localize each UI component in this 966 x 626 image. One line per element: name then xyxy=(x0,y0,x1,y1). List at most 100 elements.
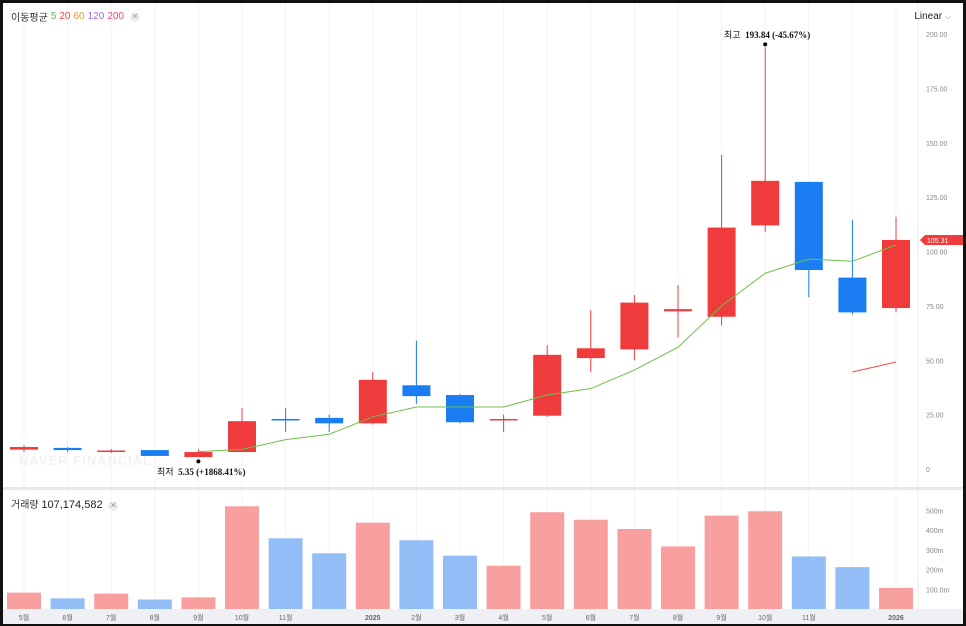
volume-bar xyxy=(225,506,259,609)
volume-bar xyxy=(94,593,129,609)
ma5-line xyxy=(198,244,897,453)
low-marker xyxy=(196,459,201,464)
y-tick-label: 0 xyxy=(926,467,930,474)
candle-body xyxy=(838,277,867,313)
candle-body xyxy=(97,450,126,453)
low-annotation: 최저 5.35 (+1868.41%) xyxy=(157,465,245,478)
x-tick-label: 4월 xyxy=(498,613,508,622)
volume-bar xyxy=(181,597,216,609)
volume-label: 거래량 xyxy=(11,500,39,511)
y-tick-label: 75.00 xyxy=(926,304,944,311)
volume-bar xyxy=(704,515,739,609)
candle-body xyxy=(315,417,344,424)
y-tick-label: 125.00 xyxy=(926,195,948,202)
high-marker xyxy=(763,42,768,47)
candle-body xyxy=(664,309,692,312)
y-tick-label: 175.00 xyxy=(926,86,948,93)
y-tick-label: 200.00 xyxy=(926,32,948,39)
x-tick-label: 8월 xyxy=(150,613,160,622)
x-tick-label: 6월 xyxy=(586,613,596,622)
x-tick-label: 5월 xyxy=(19,613,29,622)
volume-bar xyxy=(791,556,826,609)
candle-body xyxy=(882,239,910,309)
volume-bar xyxy=(443,555,477,609)
ma-period-20[interactable]: 20 xyxy=(59,11,71,22)
ma20-line xyxy=(852,361,897,373)
volume-bar xyxy=(486,565,521,609)
volume-bar xyxy=(399,540,434,609)
x-tick-label: 11월 xyxy=(279,613,293,622)
volume-tick-label: 500m xyxy=(926,508,944,515)
volume-bar xyxy=(617,529,652,609)
x-tick-label: 6월 xyxy=(62,613,72,622)
volume-tick-label: 100.0m xyxy=(926,587,950,594)
x-tick-label: 10월 xyxy=(758,613,772,622)
ma-label: 이동평균 xyxy=(11,13,48,24)
volume-bar xyxy=(312,553,347,609)
high-value: 193.84 (-45.67%) xyxy=(745,30,811,40)
close-ma-icon[interactable]: ✕ xyxy=(130,11,140,22)
y-tick-label: 50.00 xyxy=(926,358,944,365)
volume-bar xyxy=(355,522,390,609)
volume-bar xyxy=(835,567,870,609)
ma-legend: 이동평균 5 20 60 120 200 ✕ xyxy=(11,9,140,24)
close-volume-icon[interactable]: ✕ xyxy=(108,501,119,511)
candle-body xyxy=(707,227,736,317)
candle-body xyxy=(620,302,649,350)
chart-canvas[interactable]: 0 25.00 50.00 75.00 100.00 125.00 150.00 175.00… xyxy=(3,3,963,624)
x-tick-label: 11월 xyxy=(802,613,816,622)
x-tick-label: 2025 xyxy=(365,615,381,622)
volume-bar xyxy=(661,546,695,609)
watermark: NAVER FINANCIAL xyxy=(19,453,153,468)
candle-body xyxy=(751,180,780,226)
high-label: 최고 xyxy=(724,30,741,40)
candle-body xyxy=(271,418,300,421)
chevron-down-icon: ⌵ xyxy=(944,12,951,21)
volume-legend: 거래량 107,174,582 ✕ xyxy=(11,496,119,511)
low-value: 5.35 (+1868.41%) xyxy=(178,467,246,477)
ma-period-200[interactable]: 200 xyxy=(107,11,124,22)
current-price-tag xyxy=(920,234,963,245)
candle-body xyxy=(794,181,823,270)
scale-label: Linear xyxy=(914,11,943,22)
scale-dropdown[interactable]: Linear ⌵ xyxy=(914,11,951,22)
volume-bar xyxy=(50,598,85,609)
volume-bar xyxy=(137,599,172,609)
candle-body xyxy=(358,379,387,424)
x-tick-label: 9월 xyxy=(716,613,726,622)
current-price-label: 105.31 xyxy=(927,238,949,245)
volume-bar xyxy=(748,511,783,609)
volume-tick-label: 200m xyxy=(926,568,944,575)
candle-body xyxy=(10,447,38,450)
x-tick-label: 2월 xyxy=(411,613,421,622)
volume-bar xyxy=(530,512,565,609)
high-annotation: 최고 193.84 (-45.67%) xyxy=(724,28,810,41)
x-axis-bar xyxy=(3,609,963,624)
volume-bar xyxy=(268,538,303,609)
chart-frame: 0 25.00 50.00 75.00 100.00 125.00 150.00 175.00… xyxy=(3,3,963,624)
volume-bar xyxy=(7,592,41,609)
x-tick-label: 9월 xyxy=(193,613,203,622)
x-tick-label: 2026 xyxy=(888,615,904,622)
ma-period-5[interactable]: 5 xyxy=(50,11,57,22)
candle-body xyxy=(576,348,605,359)
low-label: 최저 xyxy=(157,467,174,477)
y-tick-label: 100.00 xyxy=(926,250,948,257)
candle-body xyxy=(53,447,82,451)
ma-period-60[interactable]: 60 xyxy=(73,11,85,22)
y-tick-label: 150.00 xyxy=(926,141,948,148)
pane-divider xyxy=(3,487,963,490)
volume-tick-label: 400m xyxy=(926,528,944,535)
ma-period-120[interactable]: 120 xyxy=(87,11,105,22)
candle-body xyxy=(402,385,431,397)
x-tick-label: 10월 xyxy=(235,613,249,622)
x-tick-label: 7월 xyxy=(629,613,639,622)
candle-body xyxy=(533,354,562,416)
volume-tick-label: 300m xyxy=(926,548,944,555)
y-tick-label: 25.00 xyxy=(926,413,944,420)
volume-bar xyxy=(879,587,913,609)
candle-body xyxy=(140,450,169,456)
x-tick-label: 3월 xyxy=(455,613,465,622)
x-tick-label: 8월 xyxy=(673,613,683,622)
volume-value: 107,174,582 xyxy=(41,499,103,511)
